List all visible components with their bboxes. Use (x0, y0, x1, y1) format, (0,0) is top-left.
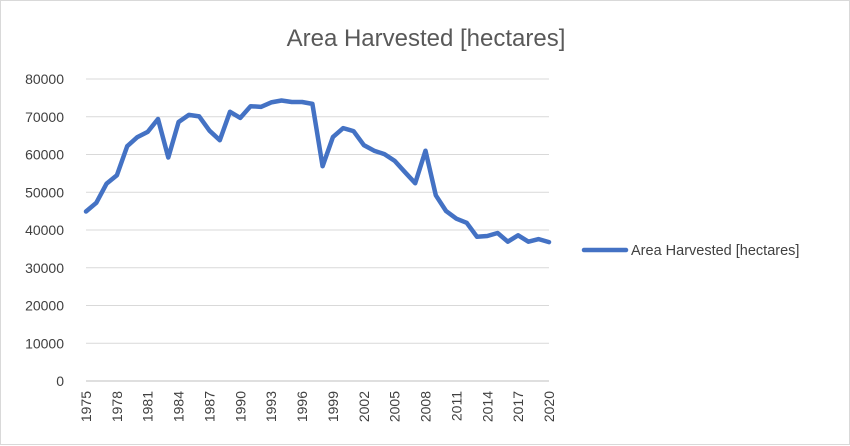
x-tick-label: 1984 (171, 391, 187, 422)
x-tick-label: 2008 (418, 391, 434, 422)
y-tick-label: 60000 (25, 147, 64, 163)
x-tick-label: 2005 (387, 391, 403, 422)
x-tick-label: 1981 (140, 391, 156, 422)
series-layer (83, 98, 552, 245)
y-tick-label: 0 (56, 373, 64, 389)
chart-title: Area Harvested [hectares] (287, 25, 566, 52)
x-tick-label: 1993 (263, 391, 279, 422)
x-tick-label: 2020 (541, 391, 557, 422)
x-tick-label: 2017 (510, 391, 526, 422)
x-tick-label: 2011 (448, 391, 464, 421)
legend: Area Harvested [hectares] (581, 243, 799, 259)
x-axis-ticks: 1975 1978 1981 1984 1987 1990 1993 1996 1999 2002… (78, 391, 557, 422)
legend-label: Area Harvested [hectares] (631, 243, 799, 259)
y-axis-ticks: 0 10000 20000 30000 40000 50000 60000 70000 8000… (25, 71, 64, 389)
x-tick-label: 1990 (232, 391, 248, 422)
x-tick-label: 1978 (109, 391, 125, 422)
y-tick-label: 10000 (25, 335, 64, 351)
series-line (83, 98, 552, 245)
x-tick-label: 1987 (201, 391, 217, 422)
x-tick-label: 1996 (294, 391, 310, 422)
y-tick-label: 30000 (25, 260, 64, 276)
x-tick-label: 2002 (356, 391, 372, 422)
x-tick-label: 1999 (325, 391, 341, 422)
x-tick-label: 1975 (78, 391, 94, 422)
y-tick-label: 20000 (25, 298, 64, 314)
x-tick-label: 2014 (479, 391, 495, 422)
gridlines (86, 78, 549, 382)
y-tick-label: 40000 (25, 222, 64, 238)
y-tick-label: 80000 (25, 71, 64, 87)
y-tick-label: 70000 (25, 109, 64, 125)
y-tick-label: 50000 (25, 184, 64, 200)
